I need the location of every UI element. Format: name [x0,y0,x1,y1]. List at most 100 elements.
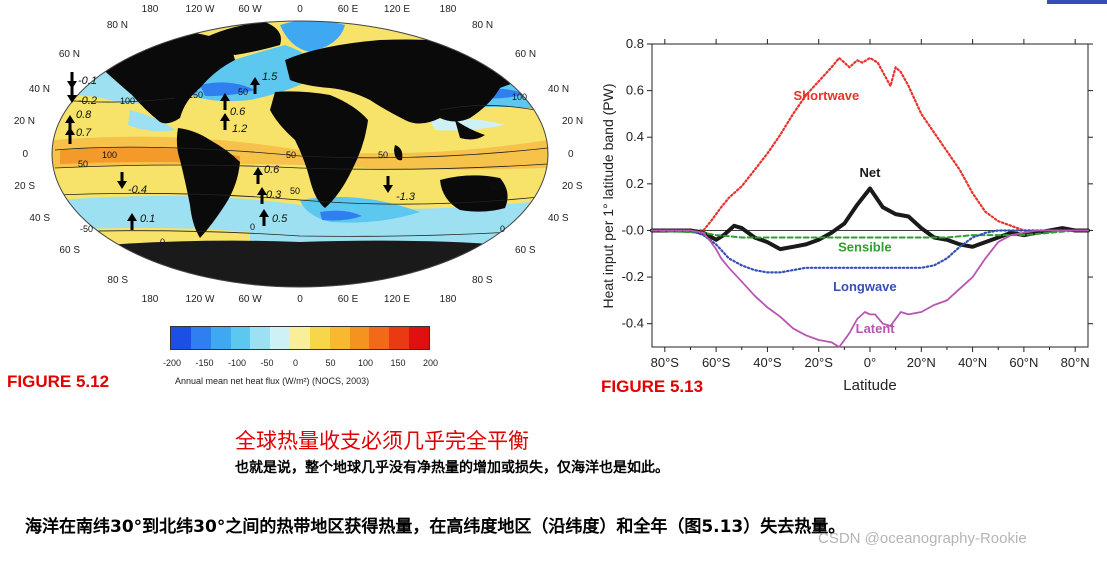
lat-label-left: 60 N [59,49,80,60]
lon-label-bottom: 0 [297,294,303,305]
y-tick-label: -0.0 [622,222,644,237]
x-axis-label: Latitude [843,377,896,394]
lat-label-left: 40 N [29,84,50,95]
transport-arrow-head [220,93,230,101]
series-longwave-line [650,229,1090,274]
contour-label: 150 [188,90,203,100]
lon-label-bottom: 60 W [238,294,262,305]
lon-label-bottom: 120 E [384,294,410,305]
heat-transport-arrows: -0.1 -0.2 0.8 0.7 -0.4 0.1 0.6 1.2 1.5 0.6 0.3 0.5 -… [65,71,416,230]
transport-arrow-head [220,113,230,121]
series-sensible-line [651,229,1089,239]
colorbar-swatch [250,327,271,349]
y-tick-label: 0.8 [626,36,644,51]
transport-value: 0.7 [76,127,92,139]
transport-arrow-head [383,185,393,193]
lat-label-left: 80 S [107,275,128,286]
lon-label-top: 120 W [186,4,215,15]
nordic-seas-loss [280,21,345,52]
transport-arrow-head [65,115,75,123]
colorbar-tick: -50 [260,358,274,368]
transport-value: 0.8 [76,109,92,121]
contour-label: 100 [102,150,117,160]
colorbar-swatch [270,327,291,349]
x-tick-label: 40°S [753,355,782,370]
heat-budget-chart: 0.8 0.6 0.4 0.2 -0.0 -0.2 -0.4 80°S 60°S 40°S 20°… [600,36,1093,394]
antarctica [90,240,520,287]
x-tick-label: 60°S [702,355,731,370]
colorbar [170,326,430,350]
lat-label-right: 0 [568,149,574,160]
lat-label-right: 60 S [515,245,536,256]
y-tick-label: 0.2 [626,176,644,191]
transport-arrow-head [65,127,75,135]
series-shortwave-label: Shortwave [794,88,860,103]
transport-value: 1.2 [232,123,247,135]
lon-label-top: 60 E [338,4,359,15]
lat-label-right: 80 N [472,20,493,31]
series-lines [650,56,1090,348]
watermark: CSDN @oceanography-Rookie [818,530,1027,547]
contour-label: 100 [120,96,135,106]
lat-label-right: 20 N [562,116,583,127]
colorbar-swatch [369,327,390,349]
lat-label-right: 60 N [515,49,536,60]
colorbar-swatch [309,327,330,349]
contour-label: 50 [290,186,300,196]
colorbar-swatch [190,327,211,349]
transport-value: 0.6 [230,106,246,118]
contour-label: 50 [378,150,388,160]
y-axis-ticks: 0.8 0.6 0.4 0.2 -0.0 -0.2 -0.4 [622,36,1093,331]
contour-label: 0 [500,224,505,234]
contour-label: 50 [78,159,88,169]
series-latent-label: Latent [856,321,896,336]
y-axis-label: Heat input per 1° latitude band (PW) [600,83,616,308]
lat-label-right: 80 S [472,275,493,286]
colorbar-swatch [329,327,350,349]
lon-label-bottom: 180 [142,294,159,305]
colorbar-tick: 150 [390,358,406,368]
transport-arrow-head [67,81,77,89]
lon-label-bottom: 180 [440,294,457,305]
x-tick-label: 80°N [1061,355,1090,370]
transport-value: -0.2 [78,95,97,107]
transport-arrow-head [257,187,267,195]
colorbar-tick: 100 [358,358,374,368]
lat-label-left: 60 S [59,245,80,256]
colorbar-tick: -200 [163,358,182,368]
colorbar-swatch [290,327,310,349]
transport-arrow-head [259,209,269,217]
lat-label-right: 40 N [548,84,569,95]
colorbar-tick: -150 [195,358,214,368]
contour-label: 50 [490,182,500,192]
figure-5-12-label: FIGURE 5.12 [7,372,110,391]
lat-label-right: 40 S [548,213,569,224]
transport-value: 0.1 [140,213,155,225]
contour-label: 50 [286,150,296,160]
x-axis-ticks: 80°S 60°S 40°S 20°S 0° 20°N 40°N 60°N 80°N [651,39,1090,370]
series-sensible-label: Sensible [838,239,891,254]
x-tick-label: 40°N [958,355,987,370]
figure-5-13-label: FIGURE 5.13 [601,377,704,396]
headline: 全球热量收支必须几乎完全平衡 [235,429,529,453]
lat-label-left: 20 N [14,116,35,127]
colorbar-swatch [349,327,370,349]
lon-label-top: 60 W [238,4,262,15]
transport-value: -0.1 [78,75,97,87]
lat-label-left: 40 S [29,213,50,224]
colorbar-swatch [210,327,231,349]
contour-label: 0 [160,237,165,247]
lon-label-bottom: 120 W [186,294,215,305]
contour-label: 100 [512,92,527,102]
lat-labels-right: 80 N 60 N 40 N 20 N 0 20 S 40 S 60 S 80 S [472,20,583,286]
contour-label: 0 [250,222,255,232]
contours [54,97,548,237]
lat-labels-left: 80 N 60 N 40 N 20 N 0 20 S 40 S 60 S 80 S [14,20,128,286]
transport-arrow-head [127,213,137,221]
series-latent-line [651,229,1089,348]
colorbar-tick: 200 [423,358,439,368]
x-tick-label: 0° [864,355,876,370]
x-tick-label: 20°N [907,355,936,370]
subline: 也就是说，整个地球几乎没有净热量的增加或损失，仅海洋也是如此。 [235,460,669,476]
colorbar-tick-labels: -200 -150 -100 -50 0 50 100 150 200 [155,358,445,372]
